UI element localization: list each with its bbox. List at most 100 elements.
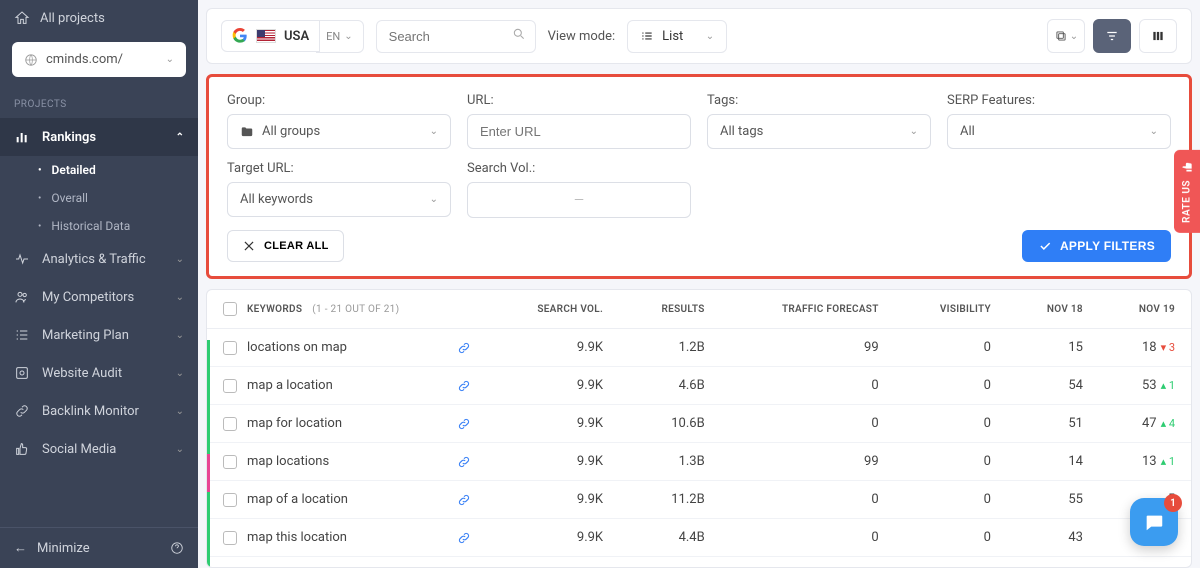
sidebar-sub-detailed[interactable]: Detailed	[0, 156, 198, 184]
chevron-down-icon: ⌄	[1150, 126, 1158, 137]
search-box	[376, 20, 536, 53]
row-checkbox[interactable]	[223, 417, 237, 431]
sidebar-item-audit[interactable]: Website Audit ⌄	[0, 354, 198, 392]
table-row[interactable]: map of a location 9.9K 11.2B 0 0 55 5	[207, 481, 1191, 519]
link-icon[interactable]	[457, 493, 471, 507]
col-searchvol[interactable]: SEARCH VOL.	[487, 290, 619, 329]
sidebar-item-social[interactable]: Social Media ⌄	[0, 430, 198, 468]
apply-filters-button[interactable]: APPLY FILTERS	[1022, 230, 1171, 262]
globe-icon	[24, 53, 38, 67]
users-icon	[14, 289, 30, 305]
link-icon[interactable]	[457, 455, 471, 469]
chevron-up-icon: ⌃	[176, 132, 184, 143]
col-nov18[interactable]: NOV 18	[1007, 290, 1099, 329]
cell-results: 1.2B	[619, 329, 721, 367]
target-url-select[interactable]: All keywords ⌄	[227, 182, 451, 217]
row-checkbox[interactable]	[223, 455, 237, 469]
delta-indicator: ▴ 4	[1161, 417, 1175, 430]
rate-us-tab[interactable]: RATE US	[1174, 150, 1200, 233]
cell-searchvol: 9.9K	[487, 329, 619, 367]
arrow-left-icon: ←	[14, 540, 27, 556]
all-projects-link[interactable]: All projects	[0, 0, 198, 36]
row-marker	[207, 530, 210, 568]
help-icon[interactable]	[170, 541, 184, 555]
row-checkbox[interactable]	[223, 531, 237, 545]
link-icon[interactable]	[457, 417, 471, 431]
link-icon[interactable]	[457, 379, 471, 393]
viewmode-label: View mode:	[548, 29, 616, 44]
keyword-text: map of a location	[247, 492, 348, 507]
table-row[interactable]: map this location 9.9K 4.4B 0 0 43 43	[207, 519, 1191, 557]
searchvol-range[interactable]: —	[467, 182, 691, 218]
keywords-table: KEYWORDS (1 - 21 OUT OF 21) SEARCH VOL. …	[206, 289, 1192, 568]
col-traffic[interactable]: TRAFFIC FORECAST	[721, 290, 895, 329]
cell-nov18: 14	[1007, 443, 1099, 481]
cell-searchvol: 9.9K	[487, 405, 619, 443]
columns-button[interactable]	[1139, 19, 1177, 53]
table-row[interactable]: map for location 9.9K 10.6B 0 0 51 47▴ 4	[207, 405, 1191, 443]
cell-visibility: 0	[895, 329, 1007, 367]
copy-icon	[1054, 29, 1068, 43]
cell-nov18: 55	[1007, 481, 1099, 519]
table-row[interactable]: map a location 9.9K 4.6B 0 0 54 53▴ 1	[207, 367, 1191, 405]
cell-traffic: 0	[721, 405, 895, 443]
viewmode-selector[interactable]: List ⌄	[627, 20, 727, 53]
chat-button[interactable]: 1	[1130, 498, 1178, 546]
cell-results: 11.2B	[619, 481, 721, 519]
cell-nov19: 18▾ 3	[1099, 329, 1191, 367]
cell-visibility: 0	[895, 405, 1007, 443]
row-checkbox[interactable]	[223, 493, 237, 507]
google-icon	[232, 28, 248, 44]
project-name: cminds.com/	[46, 52, 123, 67]
table-row[interactable]: map locations 9.9K 1.3B 99 0 14 13▴ 1	[207, 443, 1191, 481]
chevron-down-icon: ⌄	[176, 254, 184, 265]
language-selector[interactable]: EN ⌄	[316, 20, 364, 53]
cell-visibility: 0	[895, 481, 1007, 519]
cell-results: 1.3B	[619, 443, 721, 481]
keyword-text: locations on map	[247, 340, 347, 355]
minimize-button[interactable]: ←Minimize	[0, 527, 198, 568]
cell-nov18: 43	[1007, 519, 1099, 557]
sidebar-sub-historical[interactable]: Historical Data	[0, 212, 198, 240]
table-row[interactable]: locations on map 9.9K 1.2B 99 0 15 18▾ 3	[207, 329, 1191, 367]
sidebar-item-analytics[interactable]: Analytics & Traffic ⌄	[0, 240, 198, 278]
sidebar: All projects cminds.com/ ⌄ PROJECTS Rank…	[0, 0, 198, 568]
filter-button[interactable]	[1093, 19, 1131, 53]
clear-all-button[interactable]: CLEAR ALL	[227, 230, 344, 262]
sidebar-sub-overall[interactable]: Overall	[0, 184, 198, 212]
col-nov19[interactable]: NOV 19	[1099, 290, 1191, 329]
main-content: USA EN ⌄ View mode: List ⌄ ⌄	[198, 0, 1200, 568]
country-selector[interactable]: USA	[221, 20, 320, 52]
keywords-count: (1 - 21 OUT OF 21)	[312, 304, 399, 315]
tags-select[interactable]: All tags ⌄	[707, 114, 931, 149]
cell-nov18: 54	[1007, 367, 1099, 405]
url-input[interactable]	[467, 114, 691, 149]
bar-chart-icon	[14, 129, 30, 145]
row-checkbox[interactable]	[223, 379, 237, 393]
link-icon[interactable]	[457, 531, 471, 545]
sidebar-item-backlink[interactable]: Backlink Monitor ⌄	[0, 392, 198, 430]
cell-nov19: 53▴ 1	[1099, 367, 1191, 405]
select-all-checkbox[interactable]	[223, 302, 237, 316]
country-label: USA	[284, 29, 309, 44]
copy-button[interactable]: ⌄	[1047, 19, 1085, 53]
link-icon[interactable]	[457, 341, 471, 355]
cell-traffic: 99	[721, 329, 895, 367]
serp-label: SERP Features:	[947, 93, 1171, 108]
filter-panel: Group: All groups ⌄ URL: Tags: All tags …	[206, 74, 1192, 279]
serp-select[interactable]: All ⌄	[947, 114, 1171, 149]
group-select[interactable]: All groups ⌄	[227, 114, 451, 149]
cell-searchvol: 9.9K	[487, 367, 619, 405]
group-label: Group:	[227, 93, 451, 108]
project-selector[interactable]: cminds.com/ ⌄	[12, 42, 186, 77]
sidebar-item-rankings[interactable]: Rankings ⌃	[0, 118, 198, 156]
row-checkbox[interactable]	[223, 341, 237, 355]
sidebar-item-competitors[interactable]: My Competitors ⌄	[0, 278, 198, 316]
check-icon	[1038, 239, 1052, 253]
sidebar-item-marketing[interactable]: Marketing Plan ⌄	[0, 316, 198, 354]
url-label: URL:	[467, 93, 691, 108]
col-visibility[interactable]: VISIBILITY	[895, 290, 1007, 329]
cell-results: 10.6B	[619, 405, 721, 443]
col-results[interactable]: RESULTS	[619, 290, 721, 329]
keywords-header[interactable]: KEYWORDS	[247, 304, 302, 315]
